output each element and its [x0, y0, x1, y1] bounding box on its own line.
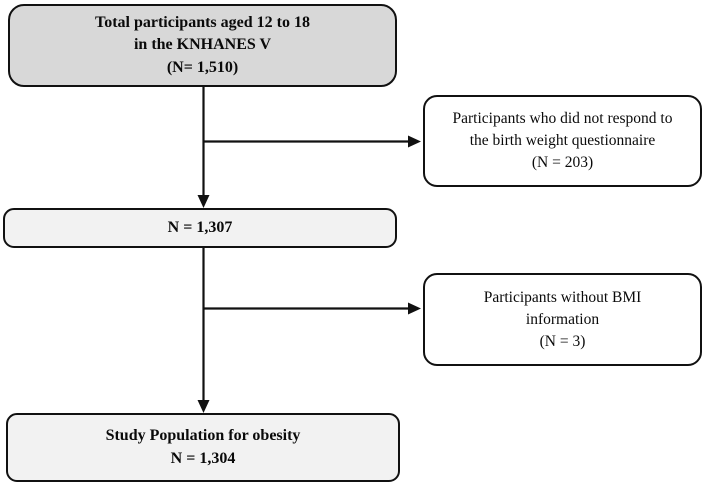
box-text-line: (N = 3): [539, 332, 586, 350]
box-text-line: (N = 203): [531, 154, 594, 171]
box-text-line: Participants without BMI: [483, 288, 642, 306]
box-exclusion-birth-weight: Participants who did not respond to the …: [423, 95, 702, 187]
box-study-population: Study Population for obesity N = 1,304: [6, 413, 400, 482]
box-text-line: Total participants aged 12 to 18: [95, 13, 310, 31]
box-exclusion-bmi: Participants without BMI information (N …: [423, 273, 702, 366]
box-text-line: Study Population for obesity: [105, 427, 301, 444]
box-text-line: N = 1,307: [167, 218, 233, 236]
box-n-1307: N = 1,307: [3, 208, 397, 248]
box-text-line: in the KNHANES V: [133, 36, 272, 54]
box-text-line: information: [525, 310, 600, 328]
box-text-line: the birth weight questionnaire: [469, 132, 656, 149]
box-text-line: (N= 1,510): [166, 58, 239, 76]
box-total-participants: Total participants aged 12 to 18 in the …: [8, 4, 397, 87]
box-text-line: Participants who did not respond to: [452, 110, 673, 127]
box-text-line: N = 1,304: [170, 449, 236, 467]
